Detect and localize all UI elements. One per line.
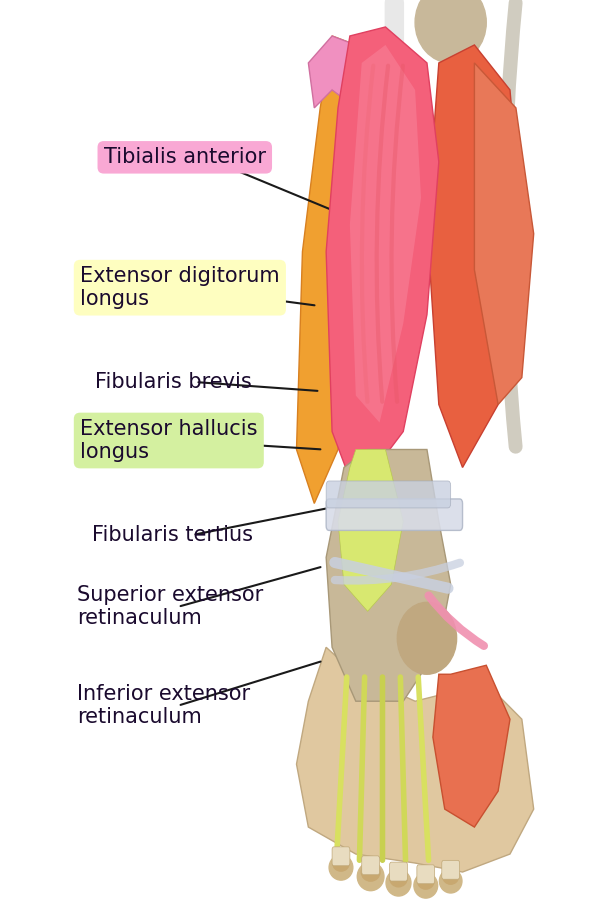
Polygon shape (427, 45, 522, 467)
Text: Fibularis brevis: Fibularis brevis (95, 372, 251, 392)
FancyArrowPatch shape (418, 677, 429, 860)
Text: Superior extensor
retinaculum: Superior extensor retinaculum (77, 585, 263, 628)
FancyArrowPatch shape (391, 66, 403, 402)
Ellipse shape (361, 863, 380, 881)
FancyArrowPatch shape (335, 563, 448, 588)
Ellipse shape (333, 855, 349, 871)
Text: Extensor digitorum
longus: Extensor digitorum longus (80, 266, 280, 309)
Text: Extensor hallucis
longus: Extensor hallucis longus (80, 419, 257, 462)
Ellipse shape (329, 855, 353, 880)
Ellipse shape (417, 873, 434, 889)
Ellipse shape (439, 869, 462, 893)
FancyArrowPatch shape (429, 595, 484, 645)
Ellipse shape (397, 602, 457, 674)
Ellipse shape (415, 0, 486, 63)
Polygon shape (338, 450, 403, 611)
FancyArrowPatch shape (377, 66, 388, 402)
FancyBboxPatch shape (417, 865, 435, 884)
Ellipse shape (443, 868, 458, 885)
FancyArrowPatch shape (359, 677, 365, 860)
Ellipse shape (386, 869, 411, 896)
FancyArrowPatch shape (505, 3, 516, 447)
Text: Inferior extensor
retinaculum: Inferior extensor retinaculum (77, 684, 250, 727)
FancyArrowPatch shape (335, 563, 460, 581)
Ellipse shape (390, 870, 407, 886)
FancyBboxPatch shape (326, 481, 451, 508)
Polygon shape (296, 647, 534, 872)
FancyBboxPatch shape (332, 847, 350, 866)
Polygon shape (326, 450, 451, 701)
Ellipse shape (357, 862, 384, 891)
Polygon shape (350, 45, 421, 423)
Polygon shape (326, 27, 439, 494)
FancyBboxPatch shape (362, 856, 380, 875)
Text: Fibularis tertius: Fibularis tertius (92, 525, 253, 545)
Ellipse shape (414, 873, 438, 898)
Polygon shape (474, 63, 534, 405)
Text: Tibialis anterior: Tibialis anterior (104, 147, 266, 167)
FancyArrowPatch shape (400, 677, 406, 860)
Polygon shape (296, 36, 368, 503)
FancyBboxPatch shape (390, 862, 407, 881)
Polygon shape (308, 36, 356, 108)
FancyArrowPatch shape (362, 66, 373, 402)
Polygon shape (433, 665, 510, 827)
FancyArrowPatch shape (336, 677, 347, 860)
FancyBboxPatch shape (442, 860, 460, 879)
FancyBboxPatch shape (326, 499, 463, 530)
